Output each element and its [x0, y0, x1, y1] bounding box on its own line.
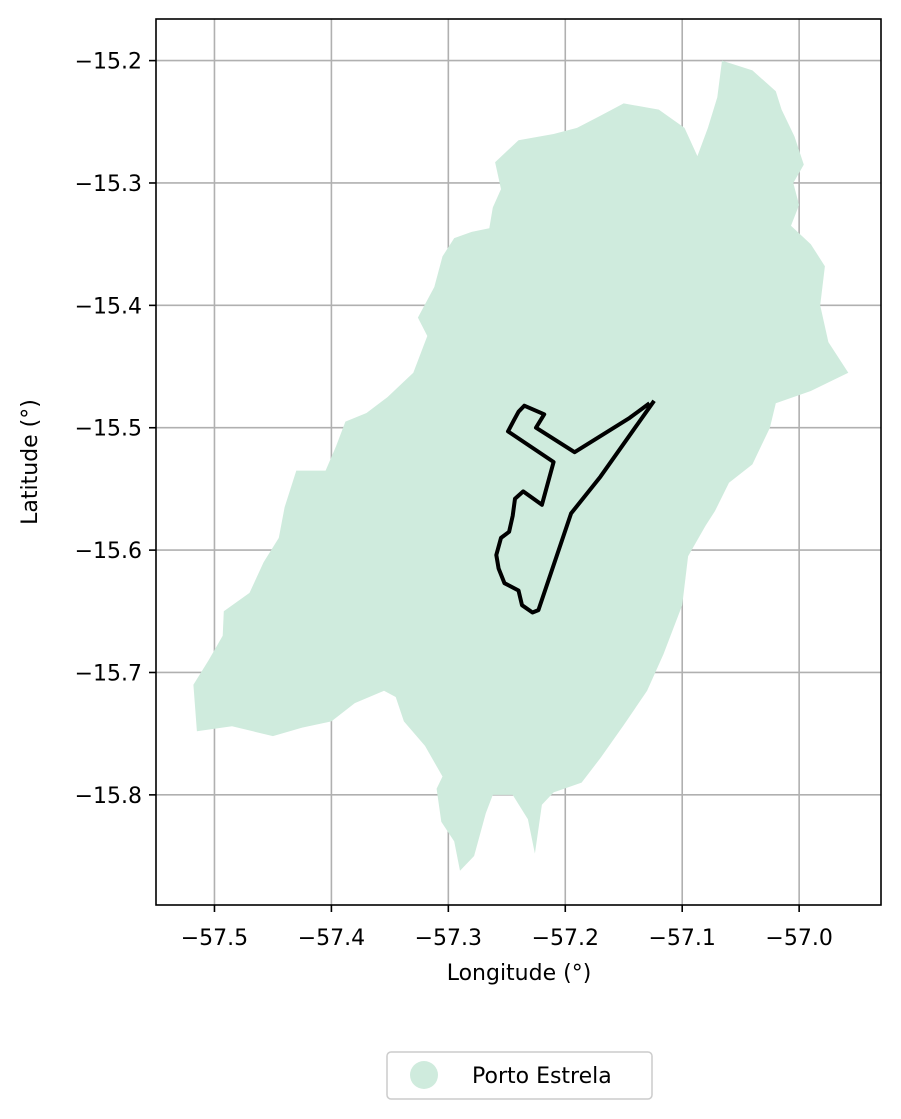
y-tick-label: −15.6 [75, 539, 142, 564]
y-tick-label: −15.8 [75, 784, 142, 809]
legend-swatch [410, 1061, 438, 1089]
x-tick-label: −57.4 [298, 926, 365, 951]
y-axis-label: Latitude (°) [18, 399, 43, 525]
x-tick-label: −57.5 [181, 926, 248, 951]
y-tick-label: −15.5 [75, 417, 142, 442]
porto-estrela-region [193, 60, 849, 871]
boundary-outline [494, 399, 656, 615]
x-tick-label: −57.3 [415, 926, 482, 951]
x-tick-label: −57.1 [648, 926, 715, 951]
y-tick-label: −15.7 [75, 661, 142, 686]
x-tick-label: −57.2 [532, 926, 599, 951]
legend-box [386, 1051, 653, 1100]
plot-frame [155, 18, 882, 906]
x-axis-label: Longitude (°) [447, 961, 592, 986]
y-tick-label: −15.2 [75, 50, 142, 75]
x-tick-label: −57.0 [765, 926, 832, 951]
axis-ticks: −57.5 −57.4 −57.3 −57.2 −57.1 −57.0 −15.2 −15.3… [75, 50, 833, 951]
y-tick-label: −15.4 [75, 294, 142, 319]
legend: Porto Estrela [386, 1051, 653, 1100]
legend-label: Porto Estrela [472, 1064, 612, 1089]
y-tick-label: −15.3 [75, 172, 142, 197]
